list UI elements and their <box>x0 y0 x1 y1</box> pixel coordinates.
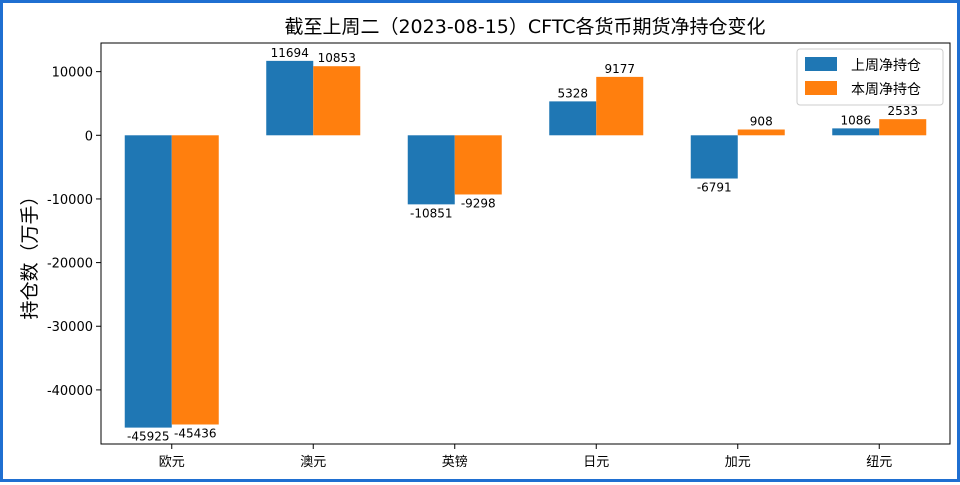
plot-area: -45925 11694 -10851 5328 -6791 1086 -45436 1085… <box>47 42 951 470</box>
data-label-1-5: -6791 <box>697 181 732 195</box>
bar-2-3 <box>454 135 502 195</box>
bar-1-3 <box>407 135 455 205</box>
data-label-2-4: 9177 <box>604 62 635 76</box>
data-label-2-3: -9298 <box>461 196 496 210</box>
y-tick-label-1: 10000 <box>52 66 93 81</box>
axes-frame <box>100 42 951 445</box>
y-axis-label: 持仓数（万手） <box>19 186 41 319</box>
data-label-2-5: 908 <box>750 115 773 129</box>
y-tick-label-4: -20000 <box>47 257 93 272</box>
data-label-1-6: 1086 <box>840 113 871 127</box>
data-label-2-2: 10853 <box>318 51 356 65</box>
chart: 截至上周二（2023-08-15）CFTC各货币期货净持仓变化 持仓数（万手） … <box>19 16 951 470</box>
bar-1-6 <box>832 128 880 136</box>
legend-swatch-1 <box>805 57 837 71</box>
legend-label-2: 本周净持仓 <box>851 82 921 98</box>
data-label-1-3: -10851 <box>410 206 453 220</box>
bar-2-6 <box>879 119 927 136</box>
data-label-1-4: 5328 <box>557 86 588 100</box>
bar-2-5 <box>737 129 785 136</box>
bar-1-2 <box>266 60 314 136</box>
data-label-2-1: -45436 <box>174 426 217 440</box>
x-tick-label-2: 澳元 <box>300 454 326 470</box>
x-tick-label-4: 日元 <box>583 455 609 470</box>
x-tick-label-6: 纽元 <box>866 455 892 470</box>
legend-label-1: 上周净持仓 <box>851 58 921 74</box>
bar-1-1 <box>124 135 172 428</box>
x-tick-label-5: 加元 <box>725 455 751 470</box>
bar-1-5 <box>690 135 738 179</box>
data-label-2-6: 2533 <box>887 104 918 118</box>
bar-2-1 <box>171 135 219 425</box>
bar-2-4 <box>596 76 644 136</box>
data-label-1-2: 11694 <box>271 46 309 60</box>
x-tick-label-1: 欧元 <box>159 455 185 470</box>
bar-2-2 <box>313 66 361 136</box>
chart-title: 截至上周二（2023-08-15）CFTC各货币期货净持仓变化 <box>284 16 765 38</box>
legend-swatch-2 <box>805 81 837 95</box>
y-tick-label-2: 0 <box>85 129 93 144</box>
y-tick-label-5: -30000 <box>47 320 93 335</box>
x-tick-label-3: 英镑 <box>442 454 468 470</box>
y-tick-label-3: -10000 <box>47 193 93 208</box>
y-tick-label-6: -40000 <box>47 384 93 399</box>
bar-1-4 <box>549 101 597 136</box>
data-label-1-1: -45925 <box>127 430 170 444</box>
